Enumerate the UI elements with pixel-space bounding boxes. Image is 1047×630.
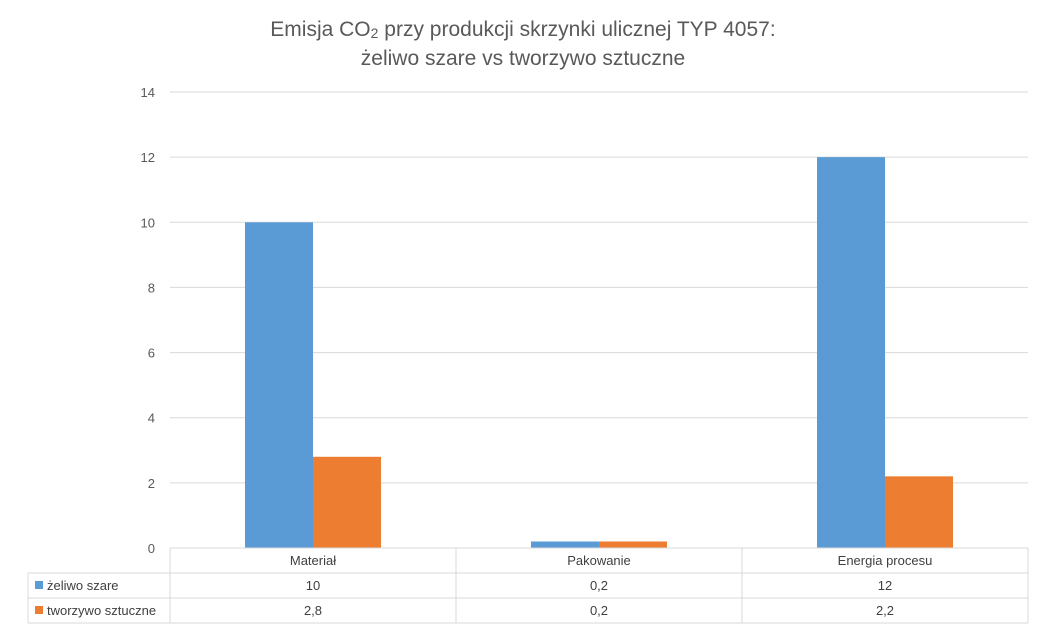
category-label: Energia procesu bbox=[838, 553, 933, 568]
y-tick-label: 14 bbox=[141, 85, 155, 100]
data-label: 12 bbox=[878, 578, 892, 593]
chart-title-line1: Emisja CO2 przy produkcji skrzynki ulicz… bbox=[270, 18, 775, 41]
data-label: 2,8 bbox=[304, 603, 322, 618]
data-label: 0,2 bbox=[590, 603, 608, 618]
legend-label: żeliwo szare bbox=[47, 578, 119, 593]
bar-zeliwo-0 bbox=[245, 222, 313, 549]
category-label: Pakowanie bbox=[567, 553, 631, 568]
title-subscript: 2 bbox=[371, 25, 379, 41]
y-tick-label: 6 bbox=[148, 346, 155, 361]
y-tick-label: 10 bbox=[141, 215, 155, 230]
legend-label: tworzywo sztuczne bbox=[47, 603, 156, 618]
chart-title-line2: żeliwo szare vs tworzywo sztuczne bbox=[361, 47, 685, 70]
bar-zeliwo-1 bbox=[531, 541, 599, 548]
bar-tworzywo-2 bbox=[885, 476, 953, 548]
title-part-b: przy produkcji skrzynki ulicznej TYP 405… bbox=[378, 18, 775, 41]
y-tick-label: 4 bbox=[148, 411, 155, 426]
legend-swatch bbox=[35, 581, 43, 589]
y-axis-ticks: 0 2 4 6 8 10 12 14 bbox=[141, 85, 155, 556]
y-tick-label: 0 bbox=[148, 541, 155, 556]
y-tick-label: 2 bbox=[148, 476, 155, 491]
category-label: Materiał bbox=[290, 553, 336, 568]
title-part-a: Emisja CO bbox=[270, 18, 370, 41]
data-label: 2,2 bbox=[876, 603, 894, 618]
y-tick-label: 8 bbox=[148, 280, 155, 295]
data-label: 10 bbox=[306, 578, 320, 593]
data-table: Materiał Pakowanie Energia procesu żeliwo s… bbox=[27, 547, 1029, 624]
bar-tworzywo-1 bbox=[599, 541, 667, 548]
bars bbox=[245, 157, 953, 549]
data-label: 0,2 bbox=[590, 578, 608, 593]
bar-tworzywo-0 bbox=[313, 456, 381, 548]
legend-swatch bbox=[35, 606, 43, 614]
bar-zeliwo-2 bbox=[817, 157, 885, 548]
y-tick-label: 12 bbox=[141, 150, 155, 165]
